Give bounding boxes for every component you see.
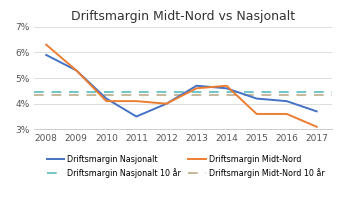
Title: Driftsmargin Midt-Nord vs Nasjonalt: Driftsmargin Midt-Nord vs Nasjonalt [71, 10, 295, 23]
Legend: Driftsmargin Nasjonalt, Driftsmargin Nasjonalt 10 år, Driftsmargin Midt-Nord, Dr: Driftsmargin Nasjonalt, Driftsmargin Nas… [43, 152, 328, 181]
